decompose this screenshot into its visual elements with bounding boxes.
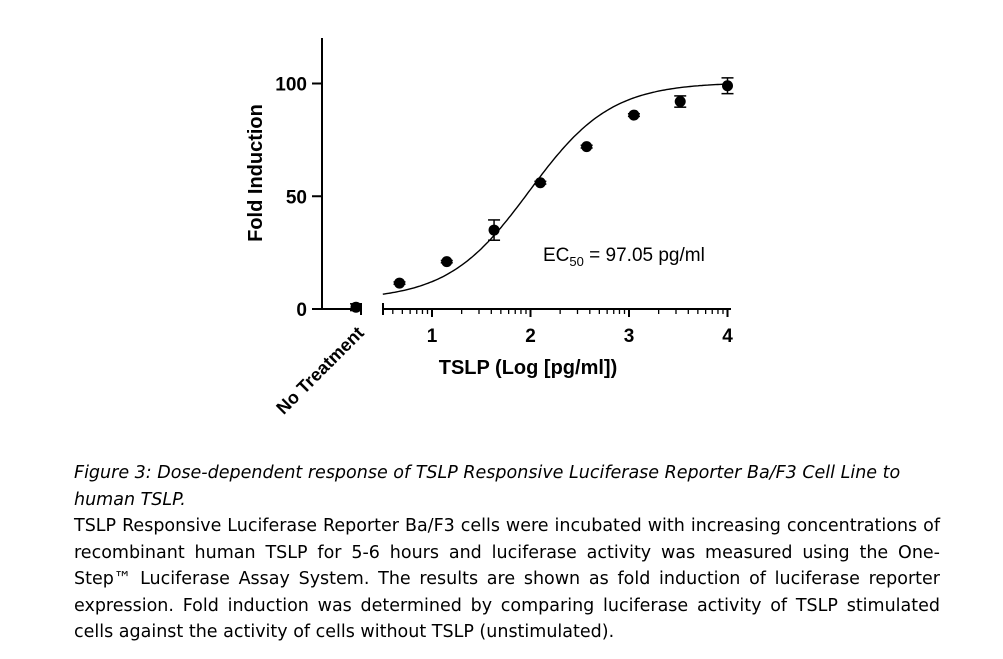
caption-body: TSLP Responsive Luciferase Reporter Ba/F…: [74, 516, 940, 642]
no-treatment-label: No Treatment: [272, 323, 367, 418]
dose-response-chart: 0 50 100 1 2 3 4 Fold Induction TSLP (Log [pg…: [245, 38, 734, 418]
data-point: [534, 177, 546, 189]
ec50-annotation: EC50 = 97.05 pg/ml: [543, 245, 705, 269]
data-point: [441, 256, 453, 268]
no-treatment-point: [350, 301, 362, 313]
y-tick-label: 100: [275, 75, 307, 96]
x-tick-label: 4: [722, 326, 733, 347]
ec50-value: = 97.05 pg/ml: [584, 245, 705, 266]
ec50-subscript: 50: [569, 254, 583, 269]
data-point: [628, 109, 640, 121]
y-ticks: 0 50 100: [275, 75, 322, 321]
x-tick-label: 2: [525, 326, 536, 347]
y-tick-label: 0: [296, 300, 307, 321]
data-point: [674, 96, 686, 108]
x-ticks: 1 2 3 4: [392, 309, 733, 347]
x-tick-label: 1: [427, 326, 438, 347]
caption-title: Figure 3: Dose-dependent response of TSL…: [74, 463, 901, 510]
data-points: [350, 77, 734, 313]
y-axis-label: Fold Induction: [245, 104, 267, 242]
chart-canvas: 0 50 100 1 2 3 4 Fold Induction TSLP (Log [pg…: [245, 38, 734, 418]
data-point: [393, 277, 405, 289]
fit-curve: [382, 83, 728, 295]
data-point: [488, 224, 500, 236]
figure-caption: Figure 3: Dose-dependent response of TSL…: [74, 460, 940, 646]
x-axis-label: TSLP (Log [pg/ml]): [439, 357, 618, 379]
y-tick-label: 50: [286, 187, 307, 208]
ec50-prefix: EC: [543, 245, 569, 266]
data-point: [722, 80, 733, 92]
x-tick-label: 3: [624, 326, 635, 347]
axes: [312, 38, 731, 315]
data-point: [581, 141, 593, 153]
